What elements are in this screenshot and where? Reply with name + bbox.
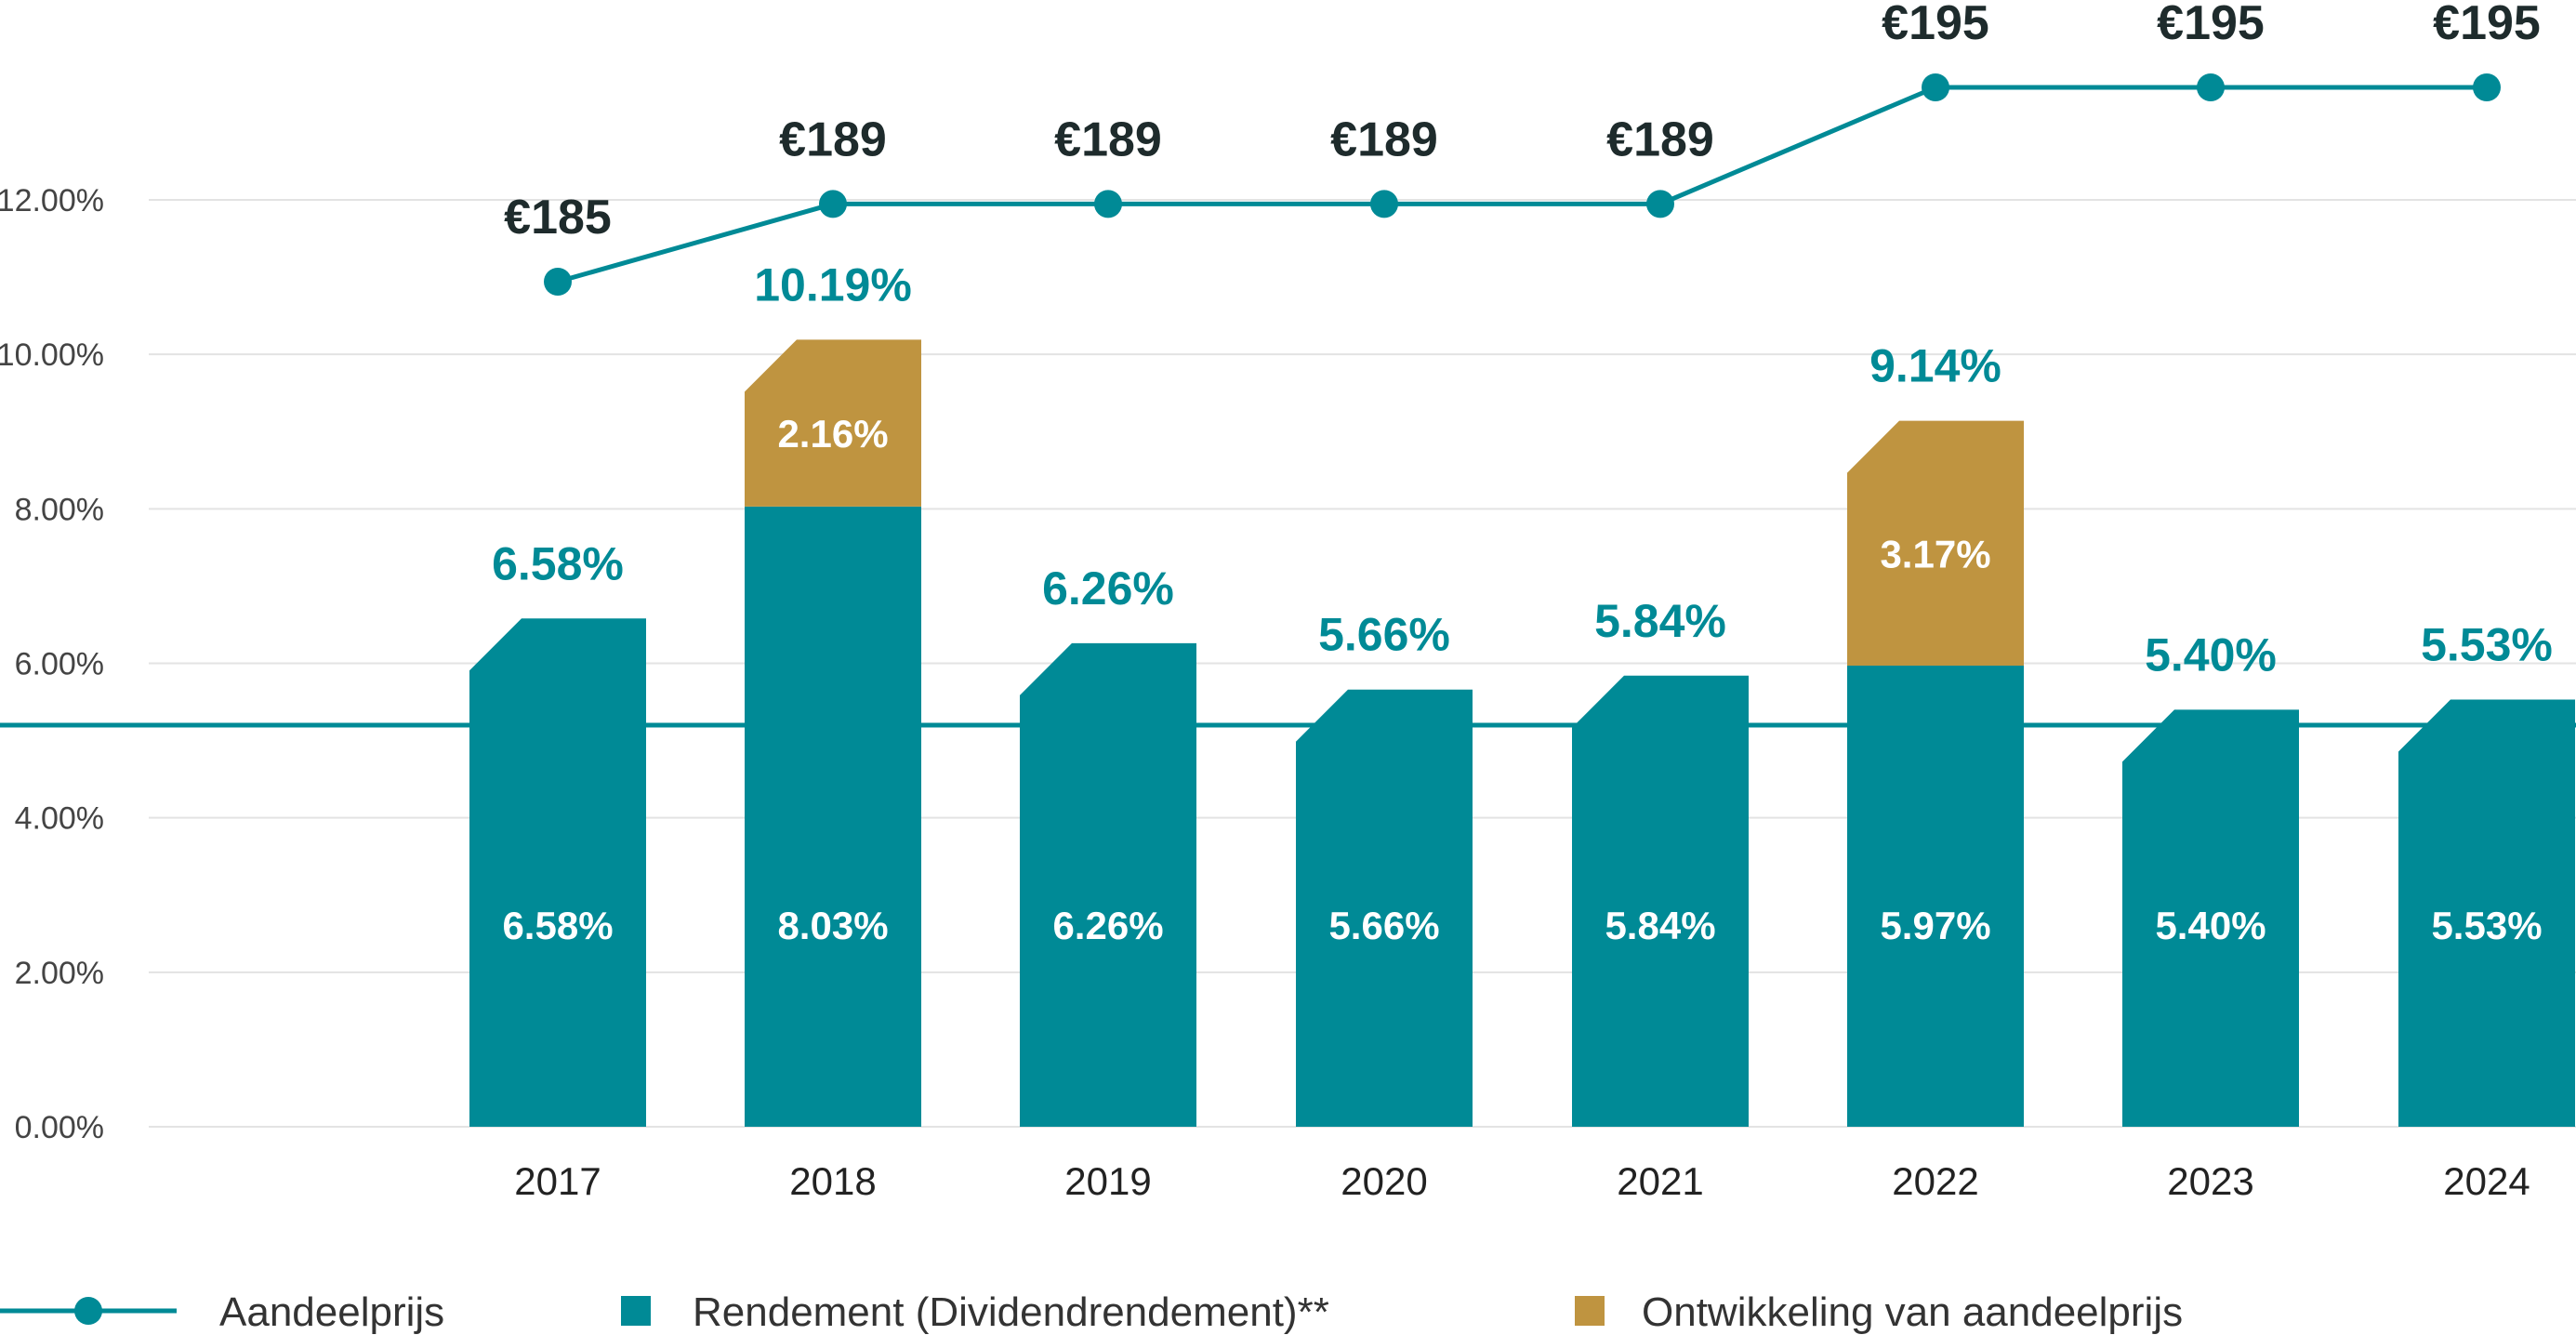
bar-segment-label: 5.53% <box>2431 904 2542 947</box>
bar-segment-label: 8.03% <box>777 904 888 947</box>
x-tick-label: 2020 <box>1341 1159 1427 1203</box>
bar-total-label: 5.66% <box>1318 609 1450 661</box>
price-label: €189 <box>1054 112 1162 166</box>
legend: Aandeelprijs Rendement (Dividendrendement… <box>0 1289 2183 1335</box>
price-line-layer: €185 €189 €189 €189 €189 €195 €195 €195 <box>504 0 2541 296</box>
bar-segment-rendement <box>1020 642 1196 1127</box>
bar-total-label: 6.26% <box>1042 562 1174 615</box>
price-point <box>2473 73 2501 101</box>
bar-segment-label: 6.58% <box>502 904 613 947</box>
y-tick-label: 0.00% <box>15 1110 104 1145</box>
legend-label: Aandeelprijs <box>219 1289 444 1335</box>
x-tick-label: 2022 <box>1892 1159 1978 1203</box>
x-axis: 2017 2018 2019 2020 2021 2022 2023 2024 <box>514 1159 2530 1203</box>
y-tick-label: 6.00% <box>15 647 104 682</box>
x-tick-label: 2017 <box>514 1159 601 1203</box>
y-axis: 0.00% 2.00% 4.00% 6.00% 8.00% 10.00% 12.00% <box>0 183 104 1145</box>
bar-total-label: 5.84% <box>1594 595 1726 647</box>
y-tick-label: 10.00% <box>0 337 104 373</box>
legend-dot-marker <box>74 1297 102 1325</box>
bar-segment-label: 5.66% <box>1328 904 1439 947</box>
bar-segment-rendement <box>1296 689 1473 1127</box>
bar-segment-rendement <box>745 506 921 1127</box>
bar-segment-rendement <box>1572 675 1749 1127</box>
price-point <box>819 190 847 218</box>
legend-square-marker <box>621 1296 651 1326</box>
x-tick-label: 2024 <box>2443 1159 2530 1203</box>
price-label: €195 <box>1882 0 1989 50</box>
x-tick-label: 2021 <box>1617 1159 1703 1203</box>
y-tick-label: 8.00% <box>15 492 104 527</box>
bar-segment-label: 6.26% <box>1052 904 1163 947</box>
price-point <box>1646 190 1674 218</box>
y-tick-label: 12.00% <box>0 183 104 218</box>
legend-square-marker <box>1575 1296 1605 1326</box>
bar-total-label: 5.40% <box>2145 628 2277 681</box>
bar-total-label: 9.14% <box>1869 340 2001 392</box>
bar-total-label: 10.19% <box>754 258 912 311</box>
price-line <box>557 85 2487 284</box>
price-point <box>1370 190 1398 218</box>
bar-total-label: 5.53% <box>2421 619 2553 671</box>
legend-label: Ontwikkeling van aandeelprijs <box>1642 1289 2183 1335</box>
bar-segment-ontwikkeling <box>1847 420 2024 666</box>
price-label: €189 <box>1330 112 1438 166</box>
bar-segment-rendement <box>2122 709 2299 1127</box>
bar-segment-rendement <box>2398 699 2575 1127</box>
legend-label: Rendement (Dividendrendement)** <box>693 1289 1329 1335</box>
y-tick-label: 2.00% <box>15 956 104 991</box>
price-point <box>1094 190 1122 218</box>
x-tick-label: 2023 <box>2167 1159 2253 1203</box>
price-label: €195 <box>2433 0 2541 50</box>
bars-layer <box>469 339 2575 1127</box>
price-label: €189 <box>779 112 887 166</box>
bar-total-label: 6.58% <box>492 537 624 589</box>
y-tick-label: 4.00% <box>15 801 104 837</box>
bar-segment-label: 5.40% <box>2155 904 2266 947</box>
bar-segment-label: 5.84% <box>1605 904 1715 947</box>
price-point <box>544 268 572 296</box>
x-tick-label: 2019 <box>1064 1159 1151 1203</box>
price-label: €189 <box>1606 112 1714 166</box>
price-label: €195 <box>2157 0 2265 50</box>
bar-segment-ontwikkeling <box>745 339 921 507</box>
price-point <box>1922 73 1949 101</box>
bar-segment-rendement <box>1847 665 2024 1127</box>
bar-segment-label: 3.17% <box>1880 532 1990 575</box>
bar-segment-label: 5.97% <box>1880 904 1990 947</box>
x-tick-label: 2018 <box>789 1159 876 1203</box>
bar-segment-label: 2.16% <box>777 412 888 456</box>
bar-labels-layer: 6.58% 6.58% 2.16% 8.03% 10.19% 6.26% 6.26% 5.66… <box>492 258 2553 947</box>
price-point <box>2197 73 2225 101</box>
bar-segment-rendement <box>469 618 646 1127</box>
price-label: €185 <box>504 191 612 245</box>
